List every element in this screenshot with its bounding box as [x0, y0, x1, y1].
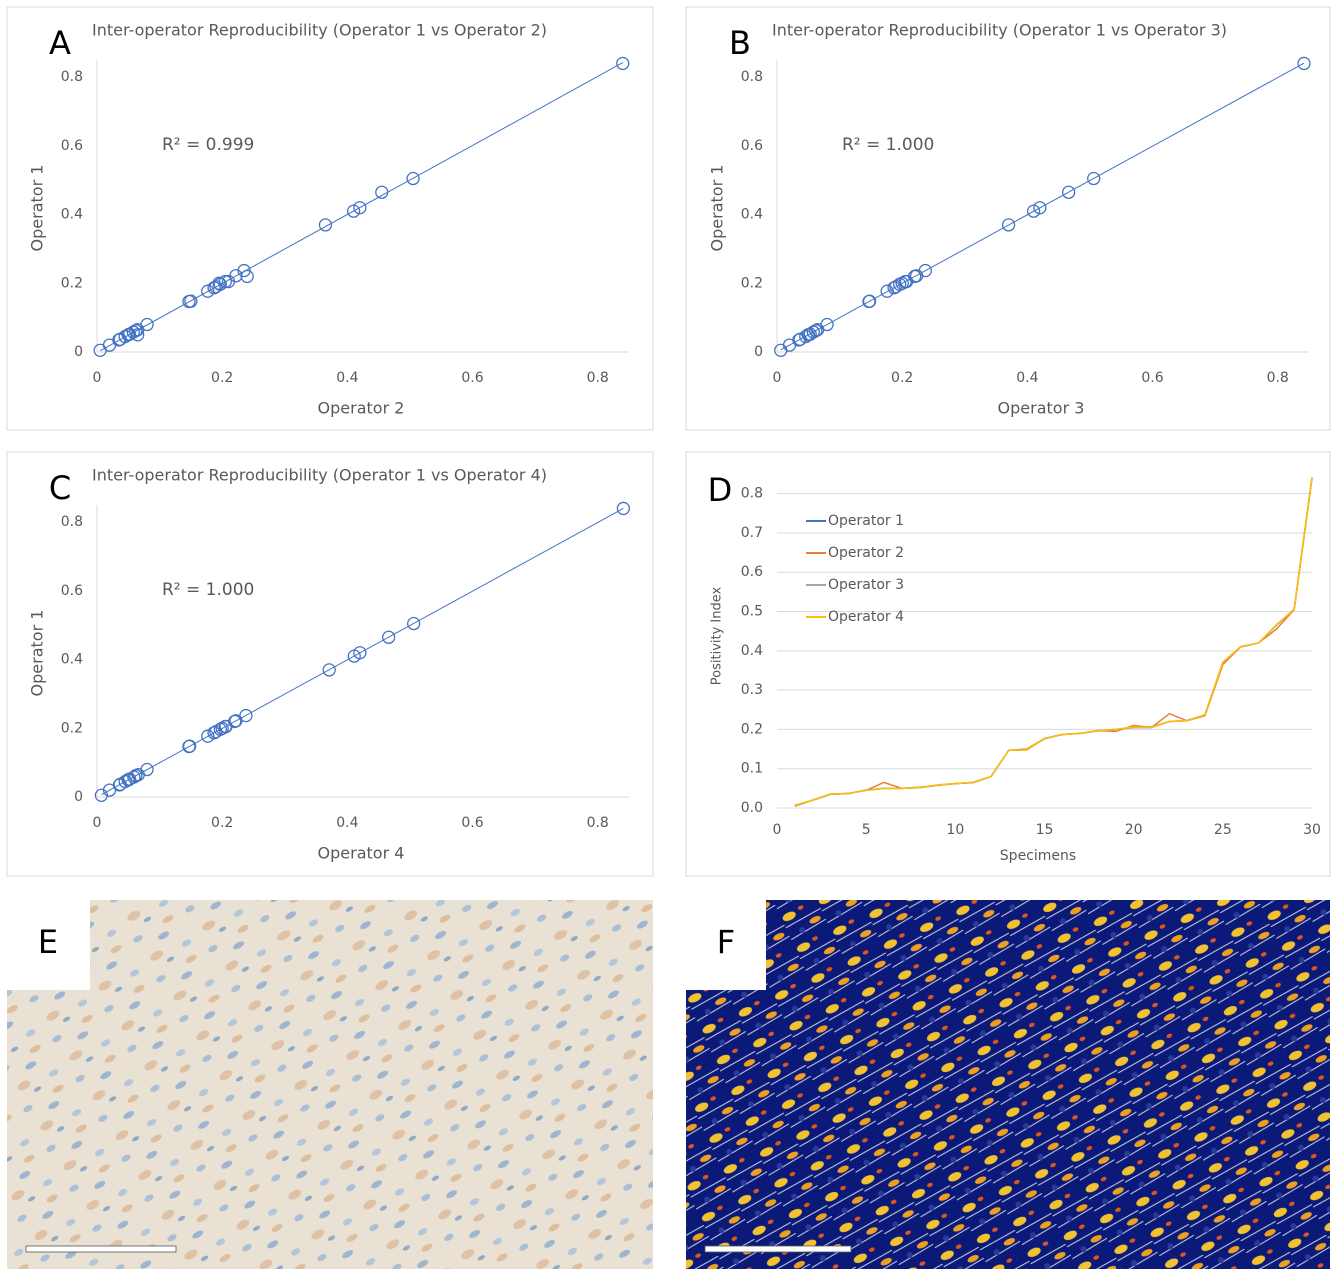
- x-axis-label: Specimens: [1000, 848, 1076, 864]
- x-tick-label: 25: [1214, 822, 1232, 838]
- x-tick-label: 0: [93, 370, 102, 386]
- x-tick-label: 0: [773, 370, 782, 386]
- x-tick-label: 0.8: [587, 815, 609, 831]
- legend-item: Operator 3: [828, 577, 904, 593]
- panel-letter: E: [38, 923, 58, 961]
- x-tick-label: 0.4: [336, 370, 358, 386]
- chart-title: Inter-operator Reproducibility (Operator…: [92, 466, 547, 485]
- y-tick-label: 0.6: [741, 138, 763, 154]
- y-tick-label: 0.1: [741, 761, 763, 777]
- x-axis-label: Operator 3: [998, 399, 1085, 418]
- x-tick-label: 0.2: [891, 370, 913, 386]
- legend-item: Operator 4: [828, 609, 904, 625]
- x-tick-label: 0.2: [211, 370, 233, 386]
- x-tick-label: 0.2: [211, 815, 233, 831]
- y-tick-label: 0.2: [741, 275, 763, 291]
- y-axis-label: Operator 1: [28, 610, 47, 697]
- micrograph: [7, 900, 653, 1269]
- panel-letter: D: [708, 471, 733, 509]
- figure: E F A Inter-operator Reproducibility (Ope…: [0, 0, 1336, 1269]
- panel-letter: A: [49, 24, 71, 62]
- y-tick-label: 0.4: [741, 643, 763, 659]
- x-tick-label: 15: [1036, 822, 1054, 838]
- annotation: R² = 1.000: [162, 580, 254, 600]
- chart-title: Inter-operator Reproducibility (Operator…: [92, 21, 547, 40]
- x-tick-label: 5: [862, 822, 871, 838]
- y-tick-label: 0.8: [61, 514, 83, 530]
- panel-letter: F: [717, 923, 735, 961]
- y-tick-label: 0.8: [741, 486, 763, 502]
- x-tick-label: 0: [773, 822, 782, 838]
- panel-letter: B: [729, 24, 751, 62]
- y-tick-label: 0.8: [741, 69, 763, 85]
- legend-item: Operator 1: [828, 513, 904, 529]
- panel-letter: C: [49, 469, 71, 507]
- x-tick-label: 0.6: [1141, 370, 1163, 386]
- y-tick-label: 0.5: [741, 604, 763, 620]
- y-tick-label: 0: [754, 344, 763, 360]
- x-tick-label: 0.6: [461, 815, 483, 831]
- panel-frame: [686, 452, 1330, 876]
- annotation: R² = 1.000: [842, 135, 934, 155]
- x-tick-label: 20: [1125, 822, 1143, 838]
- scale-bar: [26, 1246, 176, 1252]
- y-tick-label: 0.3: [741, 682, 763, 698]
- scale-bar: [705, 1246, 851, 1252]
- y-tick-label: 0.0: [741, 800, 763, 816]
- y-tick-label: 0.4: [61, 652, 83, 668]
- scatter-point: [617, 57, 629, 69]
- y-tick-label: 0.2: [741, 721, 763, 737]
- y-tick-label: 0.7: [741, 525, 763, 541]
- x-tick-label: 0.8: [1267, 370, 1289, 386]
- chart-title: Inter-operator Reproducibility (Operator…: [772, 21, 1227, 40]
- y-tick-label: 0.6: [61, 138, 83, 154]
- x-axis-label: Operator 4: [318, 844, 405, 863]
- x-tick-label: 0.4: [1016, 370, 1038, 386]
- trendline: [781, 63, 1304, 350]
- legend-item: Operator 2: [828, 545, 904, 561]
- y-tick-label: 0.6: [61, 583, 83, 599]
- x-tick-label: 0: [93, 815, 102, 831]
- x-tick-label: 30: [1303, 822, 1321, 838]
- panel-frame: [7, 7, 653, 430]
- scatter-point: [319, 219, 331, 231]
- scatter-point: [376, 186, 388, 198]
- trendline: [100, 63, 623, 351]
- y-axis-label: Positivity Index: [710, 586, 725, 685]
- y-tick-label: 0.4: [741, 207, 763, 223]
- micrograph: [686, 900, 1330, 1269]
- x-tick-label: 0.6: [461, 370, 483, 386]
- x-tick-label: 0.8: [587, 370, 609, 386]
- y-tick-label: 0.8: [61, 69, 83, 85]
- y-axis-label: Operator 1: [708, 165, 727, 252]
- y-tick-label: 0.2: [61, 275, 83, 291]
- annotation: R² = 0.999: [162, 135, 254, 155]
- y-tick-label: 0.2: [61, 720, 83, 736]
- y-tick-label: 0.4: [61, 207, 83, 223]
- x-axis-label: Operator 2: [318, 399, 405, 418]
- trendline: [101, 508, 623, 794]
- y-tick-label: 0: [74, 344, 83, 360]
- y-tick-label: 0.6: [741, 564, 763, 580]
- y-tick-label: 0: [74, 789, 83, 805]
- x-tick-label: 10: [946, 822, 964, 838]
- y-axis-label: Operator 1: [28, 165, 47, 252]
- x-tick-label: 0.4: [336, 815, 358, 831]
